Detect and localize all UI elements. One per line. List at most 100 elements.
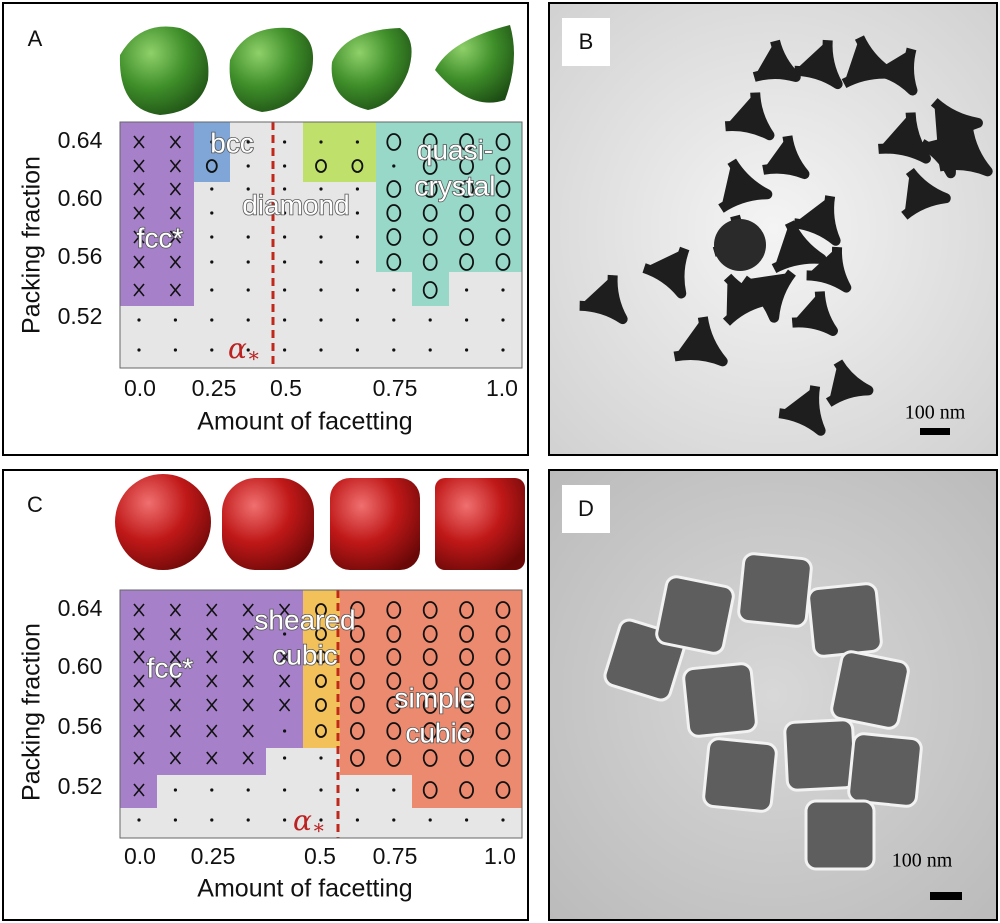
marker-o [495,749,511,767]
marker-dot [246,140,250,144]
region-label: sheared [254,604,355,635]
marker-x [206,751,218,765]
marker-dot [355,318,359,322]
marker-o [422,781,438,799]
marker-x [169,255,182,269]
marker-dot [246,318,250,322]
y-tick-label: 0.56 [58,243,103,269]
scale-bar [930,892,962,900]
marker-dot [246,818,250,822]
marker-dot [283,288,287,292]
marker-dot [210,818,214,822]
marker-o [315,724,327,738]
particle [673,316,728,367]
marker-dot [283,260,287,264]
marker-x [278,674,291,688]
marker-dot [392,348,396,352]
marker-o [386,749,402,767]
marker-x [169,603,182,617]
marker-x [133,182,145,196]
marker-dot [210,288,214,292]
marker-x [242,674,254,688]
marker-x [133,230,145,244]
particle [874,47,918,96]
marker-dot [392,788,396,792]
alpha-subscript: ∗ [312,815,326,839]
phase-diagram [119,121,523,369]
marker-o [495,781,511,799]
marker-dot [246,235,250,239]
region-label: simple [395,682,476,713]
marker-o [422,672,438,690]
marker-x [169,135,182,149]
marker-dot [173,788,177,792]
marker-dot [137,318,141,322]
marker-x [133,674,145,688]
marker-o [422,157,438,175]
marker-dot [319,318,323,322]
x-tick-label: 0.0 [124,843,156,869]
panel-label: D [578,496,594,521]
marker-x [169,650,182,664]
marker-dot [465,818,469,822]
x-axis-label: Amount of facetting [197,875,412,903]
marker-dot [501,288,505,292]
marker-o [422,204,438,222]
alpha-label: α∗ [293,804,326,839]
marker-o [386,133,402,151]
marker-o [459,601,475,619]
marker-o [495,722,511,740]
marker-o [495,253,511,271]
marker-dot [319,260,323,264]
marker-dot [501,348,505,352]
label-box [562,485,610,533]
marker-x [169,159,182,173]
y-tick-label: 0.52 [58,303,103,329]
particle-shapes [115,474,525,570]
marker-x [242,650,254,664]
particle [783,718,857,792]
marker-dot [465,288,469,292]
region-label: cubic [272,639,337,670]
marker-o [495,648,511,666]
marker-dot [137,348,141,352]
marker-dot [319,818,323,822]
panel-label: C [27,492,43,517]
marker-x [242,627,254,641]
panel-label: B [579,29,594,54]
marker-o [315,603,327,617]
particle [794,39,843,90]
marker-dot [501,318,505,322]
marker-o [459,696,475,714]
marker-o [205,159,218,173]
x-tick-label: 0.25 [192,375,237,401]
marker-o [349,722,365,740]
marker-dot [283,211,287,215]
marker-dot [246,788,250,792]
marker-dot [392,164,396,168]
y-tick-label: 0.52 [58,773,103,799]
marker-dot [246,288,250,292]
marker-o [459,781,475,799]
region-label: crystal [415,170,496,201]
marker-o [349,672,365,690]
particle [737,552,813,628]
marker-dot [428,318,432,322]
marker-o [495,672,511,690]
particle [791,291,838,336]
marker-o [459,180,475,198]
particle [642,246,690,299]
marker-dot [283,788,287,792]
marker-o [459,253,475,271]
marker-dot [173,348,177,352]
marker-o [459,625,475,643]
marker-o [422,648,438,666]
particle [807,582,883,658]
marker-dot [319,211,323,215]
marker-x [242,724,254,738]
marker-dot [210,318,214,322]
marker-x [133,283,145,297]
marker-x [242,751,254,765]
marker-o [495,157,511,175]
